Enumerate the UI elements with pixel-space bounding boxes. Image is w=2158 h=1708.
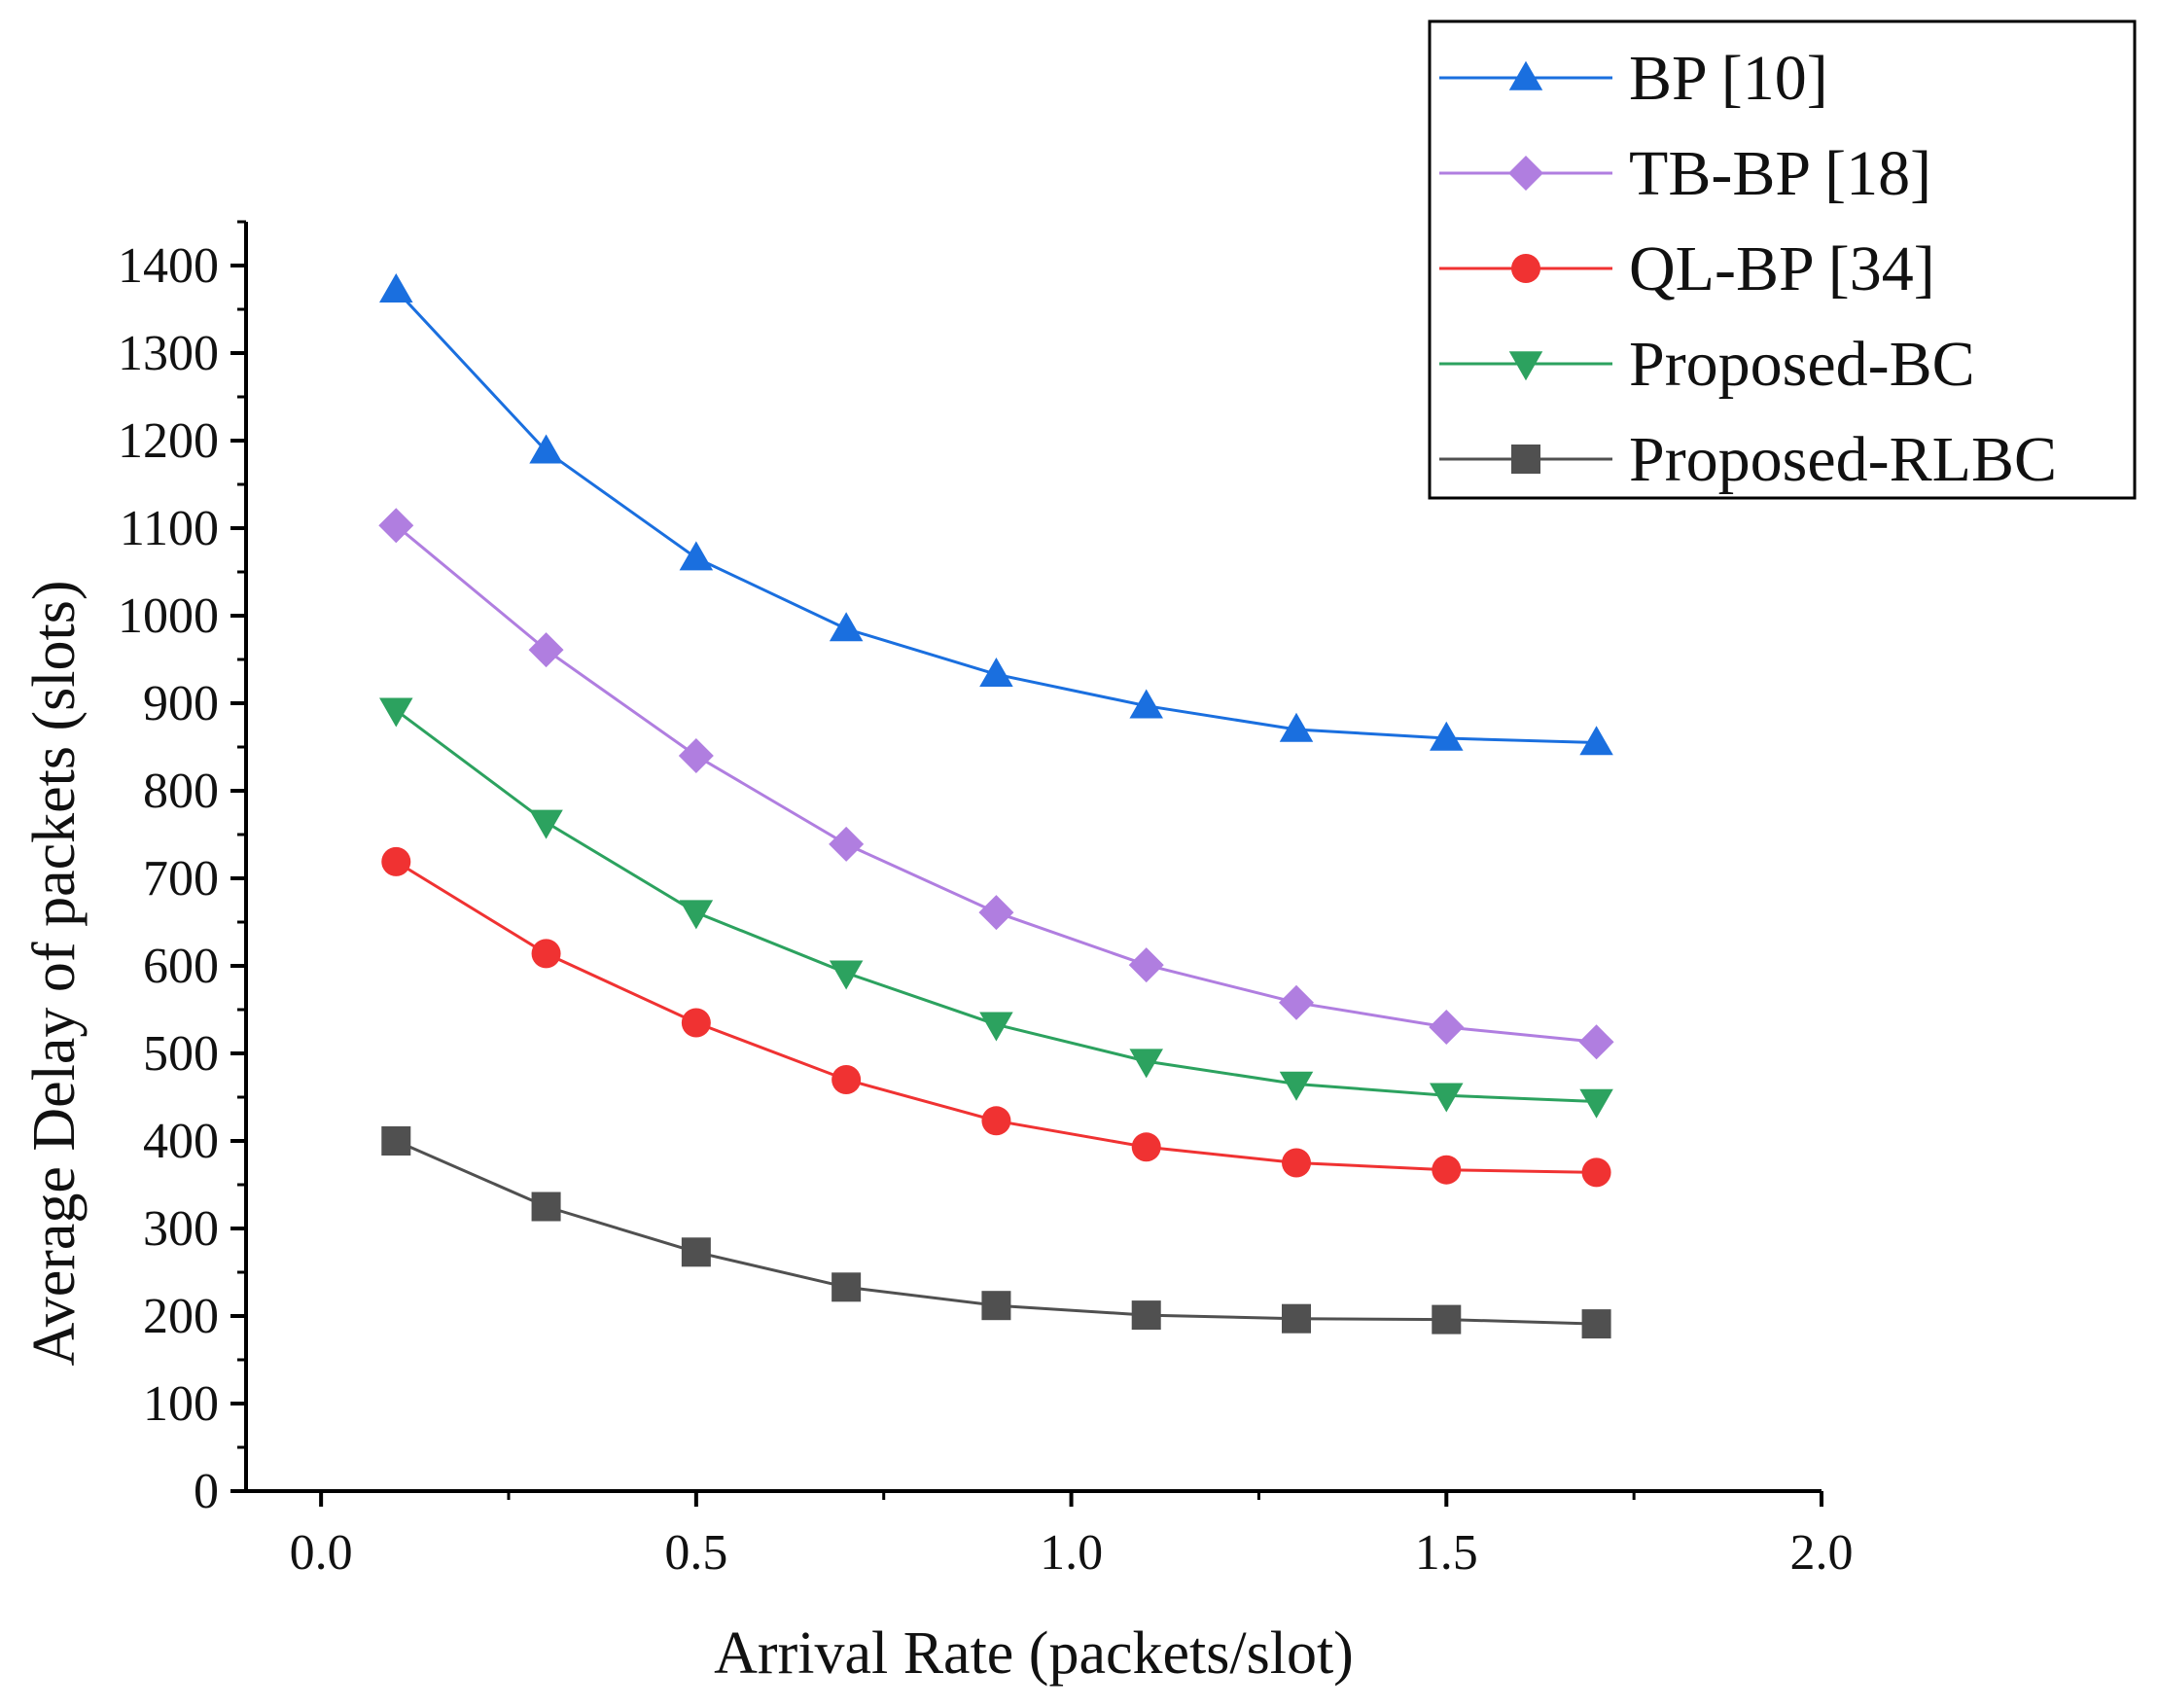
y-tick-label: 500	[143, 1026, 219, 1082]
data-point	[1581, 1157, 1611, 1188]
x-tick-label: 0.0	[290, 1525, 353, 1581]
legend-marker	[1511, 254, 1540, 283]
data-point	[681, 1237, 711, 1267]
y-tick-label: 1100	[120, 501, 219, 556]
data-point	[1282, 1148, 1311, 1178]
data-point	[1131, 1300, 1161, 1331]
y-tick-label: 1300	[118, 326, 219, 381]
series-4	[381, 1126, 1611, 1339]
data-point	[1282, 1303, 1311, 1334]
data-point	[678, 738, 714, 773]
y-axis-title: Average Delay of packets (slots)	[21, 581, 88, 1367]
series-3	[379, 697, 1613, 1119]
y-tick-label: 0	[194, 1464, 219, 1519]
legend: BP [10] TB-BP [18] QL-BP [34] Proposed-BC Pr…	[1428, 19, 2137, 500]
y-tick-label: 400	[143, 1114, 219, 1169]
data-point	[1430, 721, 1464, 751]
data-point	[528, 632, 564, 668]
data-point	[529, 434, 563, 464]
x-tick-label: 0.5	[664, 1525, 727, 1581]
y-tick-label: 800	[143, 764, 219, 819]
axes: 0 100 200 300 400 500 600 700 800 900 1000 1100 1200…	[21, 220, 1854, 1687]
data-point	[531, 1192, 561, 1222]
series-line	[395, 524, 1597, 1044]
legend-label: Proposed-BC	[1629, 329, 1975, 400]
data-point	[829, 612, 864, 642]
y-tick-label: 1000	[118, 588, 219, 644]
data-point	[681, 1008, 711, 1038]
data-point	[1432, 1304, 1462, 1334]
series-1	[378, 508, 1614, 1060]
data-point	[1579, 726, 1613, 756]
data-point	[978, 895, 1014, 931]
legend-marker	[1511, 445, 1540, 474]
data-point	[381, 846, 411, 876]
y-tick-label: 600	[143, 939, 219, 994]
data-point	[378, 508, 414, 544]
legend-label: BP [10]	[1629, 43, 1828, 114]
data-point	[1279, 712, 1314, 742]
data-point	[831, 1065, 862, 1094]
data-point	[1279, 984, 1314, 1020]
legend-label: TB-BP [18]	[1629, 138, 1931, 209]
legend-entry: QL-BP [34]	[1439, 233, 1935, 304]
legend-entry: TB-BP [18]	[1439, 138, 1931, 209]
y-tick-label: 700	[143, 851, 219, 907]
data-point	[979, 658, 1013, 688]
data-point	[1128, 947, 1164, 983]
y-tick-label: 100	[143, 1376, 219, 1432]
data-point	[679, 900, 714, 930]
legend-marker	[1508, 156, 1543, 191]
data-point	[1581, 1309, 1611, 1339]
data-point	[1430, 1083, 1464, 1113]
x-tick-label: 1.5	[1415, 1525, 1478, 1581]
x-tick-label: 1.0	[1040, 1525, 1103, 1581]
series-layer	[378, 272, 1614, 1339]
legend-entry: Proposed-BC	[1439, 329, 1975, 400]
y-tick-label: 900	[143, 676, 219, 731]
series-2	[381, 846, 1611, 1188]
y-tick-label: 1200	[118, 413, 219, 469]
legend-marker	[1508, 60, 1543, 90]
data-point	[679, 541, 714, 571]
data-point	[829, 826, 865, 862]
data-point	[1578, 1024, 1614, 1060]
data-point	[1129, 1049, 1163, 1079]
data-point	[981, 1291, 1011, 1321]
data-point	[1432, 1155, 1462, 1185]
data-point	[1279, 1071, 1314, 1101]
legend-entry: BP [10]	[1439, 43, 1828, 114]
data-point	[981, 1106, 1011, 1136]
data-point	[829, 960, 864, 990]
x-tick-label: 2.0	[1790, 1525, 1854, 1581]
data-point	[1579, 1088, 1613, 1119]
series-0	[379, 272, 1613, 756]
data-point	[1131, 1132, 1161, 1162]
legend-box	[1428, 19, 2137, 500]
y-tick-label: 200	[143, 1289, 219, 1344]
x-axis-title: Arrival Rate (packets/slot)	[714, 1620, 1354, 1687]
legend-marker	[1508, 351, 1543, 381]
legend-entry: Proposed-RLBC	[1439, 424, 2057, 495]
data-point	[379, 272, 413, 302]
data-point	[529, 809, 563, 839]
legend-label: QL-BP [34]	[1629, 233, 1935, 304]
data-point	[379, 697, 413, 728]
data-point	[831, 1272, 862, 1302]
data-point	[381, 1126, 411, 1156]
y-tick-label: 1400	[118, 238, 219, 294]
data-point	[1129, 689, 1163, 719]
y-tick-label: 300	[143, 1201, 219, 1257]
data-point	[979, 1012, 1013, 1042]
legend-label: Proposed-RLBC	[1629, 424, 2057, 495]
data-point	[1429, 1010, 1465, 1045]
data-point	[531, 939, 561, 969]
